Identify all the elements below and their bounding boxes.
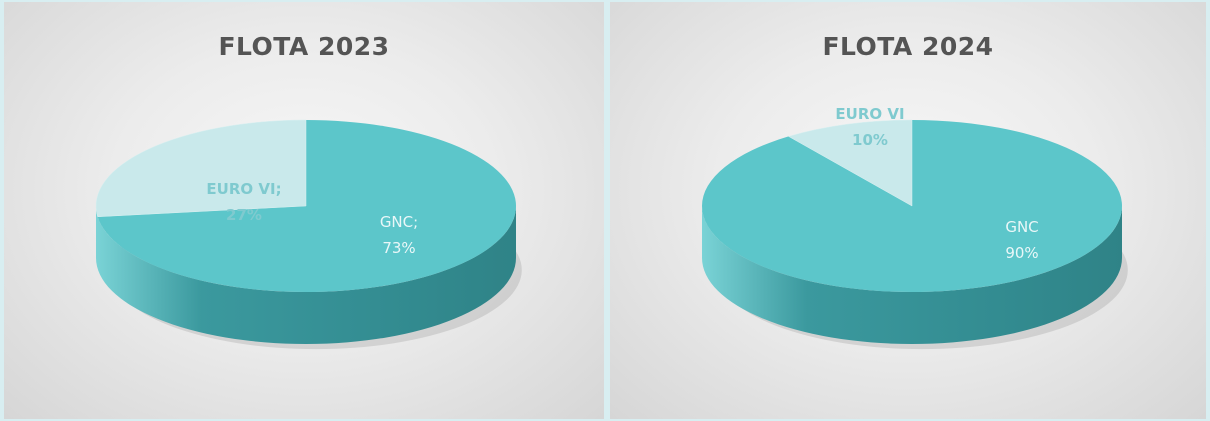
slice-value-label: 27% bbox=[226, 206, 262, 224]
pie-slice-euro-vi bbox=[787, 119, 913, 207]
slice-category-label: EURO VI; bbox=[206, 180, 281, 198]
chart-panel-2023: FLOTA 2023 GNC; 73% EURO VI; 27% bbox=[4, 2, 604, 419]
pie-chart-2023: GNC; 73% EURO VI; 27% bbox=[95, 119, 522, 350]
slice-value-label: 90% bbox=[1005, 244, 1038, 262]
chart-title: FLOTA 2023 bbox=[218, 32, 390, 61]
slice-category-label: GNC; bbox=[380, 213, 418, 231]
slice-value-label: 73% bbox=[382, 239, 415, 257]
slice-category-label: GNC bbox=[1005, 218, 1038, 236]
slice-category-label: EURO VI bbox=[835, 105, 904, 123]
pie-side-wall bbox=[702, 206, 1122, 344]
pie-side-wall bbox=[96, 206, 516, 344]
pie-chart-2024: GNC 90% EURO VI 10% bbox=[702, 105, 1128, 350]
chart-title: FLOTA 2024 bbox=[822, 32, 994, 61]
pie-slice-gnc bbox=[97, 120, 517, 292]
pie-slice-euro-vi bbox=[95, 119, 307, 218]
slice-value-label: 10% bbox=[852, 131, 888, 149]
chart-panel-2024: FLOTA 2024 GNC 90% EURO VI 10% bbox=[610, 2, 1206, 419]
